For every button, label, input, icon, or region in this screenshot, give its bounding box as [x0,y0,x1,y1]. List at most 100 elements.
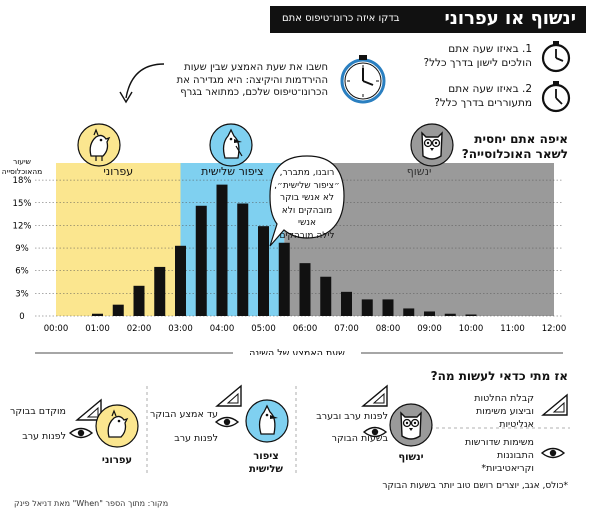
x-tick-label: 12:00 [542,324,567,334]
bar [133,285,145,316]
owl-decide-time: לפנות ערב ובערב [316,411,388,422]
bar [216,184,228,316]
recommendations-dividers [146,386,570,476]
bird-icon [245,399,289,443]
question-2-line1: 2. באיזו שעה אתם [448,83,532,95]
legend-decisions-line3: אנליטיות [499,419,534,430]
lark-icon [77,123,121,167]
bar [195,205,207,316]
bar [278,242,290,316]
zone-label: ינשוף [407,165,432,178]
population-question-line1: איפה אתם יחסית [474,132,568,146]
x-tick-label: 01:00 [85,324,110,334]
bar [112,304,124,316]
bar [154,266,166,316]
bar [424,311,435,316]
y-axis-label-2: מהאוכלוסייה [2,167,42,176]
arrow-icon [119,63,165,104]
lark-decide-time: מוקדם בבוקר [10,406,66,417]
y-tick-label: 18% [13,176,32,186]
eye-icon [214,416,240,428]
owl-name: ינשוף [398,452,424,463]
speech-bubble-line: מובהקים ולא אנשי [281,205,333,229]
bar [237,203,249,316]
question-1-line1: 1. באיזו שעה אתם [448,43,532,55]
bar [320,276,332,316]
x-tick-label: 09:00 [417,324,442,334]
legend-decisions: קבלת החלטות וביצוע משימות אנליטיות [474,392,534,431]
set-square-icon [75,398,102,421]
lark-icon [95,404,139,448]
legend-creative-line3: וקריאטיביות* [481,463,534,474]
recommendations-title: אז מתי כדאי לעשות מה? [430,369,568,383]
third-bird-create-time: לפנות ערב [174,433,218,444]
owl-create-time: בשעות הבוקר [331,433,388,444]
speech-bubble-line: רובנו, מתברר, [279,168,335,178]
clock-icon [541,41,571,73]
bar [382,299,394,316]
y-tick-label: 12% [13,221,32,231]
x-tick-label: 08:00 [376,324,401,334]
population-question-line2: לשאר האוכלוסייה? [461,147,568,161]
legend-creative: משימות שדורשות התבוננות וקריאטיביות* [465,436,534,475]
question-2-line2: מתעוררים בדרך כלל? [434,97,532,109]
page-title: ינשוף או עפרוני [444,8,576,29]
y-tick-label: 9% [15,244,29,254]
x-tick-label: 04:00 [210,324,235,334]
third-bird-name-line1: ציפור [253,451,279,462]
bird-icon [209,123,253,167]
x-tick-label: 10:00 [459,324,484,334]
x-tick-label: 11:00 [500,324,525,334]
bar [444,313,456,316]
instruction-text: חשבו את שעת האמצע שבין שעות ההירדמות והי… [177,62,328,100]
y-tick-label: 15% [13,199,32,209]
bar [341,291,352,316]
set-square-icon [215,384,242,407]
y-axis-label: שיעור [13,157,31,166]
zone-label: ציפור שלישית [201,165,264,178]
eye-icon [362,426,388,438]
question-2: 2. באיזו שעה אתם מתעוררים בדרך כלל? [434,82,532,110]
speech-bubble-line: לילה מובהקים [279,230,335,241]
x-tick-label: 07:00 [334,324,359,334]
set-square-icon [541,393,568,416]
third-bird-decide-time: עד אמצע הבוקר [150,409,218,420]
bar [299,263,311,316]
x-tick-label: 03:00 [168,324,193,334]
clock-icon [340,55,386,104]
bar [403,308,415,316]
owl-icon [389,403,433,447]
clock-icon [541,81,571,113]
y-tick-label: 3% [15,289,29,299]
x-tick-label: 02:00 [127,324,152,334]
speech-bubble [269,155,345,247]
lark-create-time: לפנות ערב [22,431,66,442]
speech-bubble-line: לא אנשי בוקר [280,193,334,203]
x-axis-label: שעת האמצע של השינה [249,348,345,355]
legend-creative-line2: התבוננות [497,450,534,461]
owl-icon [410,123,454,167]
bar [361,299,373,316]
third-bird-name-line2: שלישית [249,464,283,475]
y-tick-label: 6% [15,267,29,277]
legend-decisions-line2: וביצוע משימות [476,406,534,417]
set-square-icon [361,384,388,407]
speech-bubble-text: רובנו, מתברר, ״ציפור שלישית״, לא אנשי בו… [272,167,342,242]
population-question: איפה אתם יחסית לשאר האוכלוסייה? [462,132,568,162]
source-credit: מקור: מתוך הספר "When" מאת דניאל פינק [14,499,169,508]
eye-icon [540,447,566,459]
legend-creative-line1: משימות שדורשות [464,437,534,448]
instruction-line1: חשבו את שעת האמצע שבין שעות [184,62,328,73]
x-label-background [233,347,361,355]
bar [258,226,269,316]
page-subtitle: בדקו איזה כרונו־טיפוס אתם [282,13,400,24]
question-1: 1. באיזו שעה אתם הולכים לישון בדרך כלל? [424,42,532,70]
third-bird-name: ציפור שלישית [240,450,292,476]
footnote: *כולס, אגב, יוצרים רושם טוב יותר בשעות ה… [382,481,568,491]
y-tick-label: 0 [19,312,24,322]
bar [92,313,103,316]
bar [175,245,186,316]
eye-icon [68,427,94,439]
instruction-line3: הכרונו־טיפוס שלכם, כמתואר בגרף [180,87,328,98]
lark-name: עפרוני [101,455,133,466]
